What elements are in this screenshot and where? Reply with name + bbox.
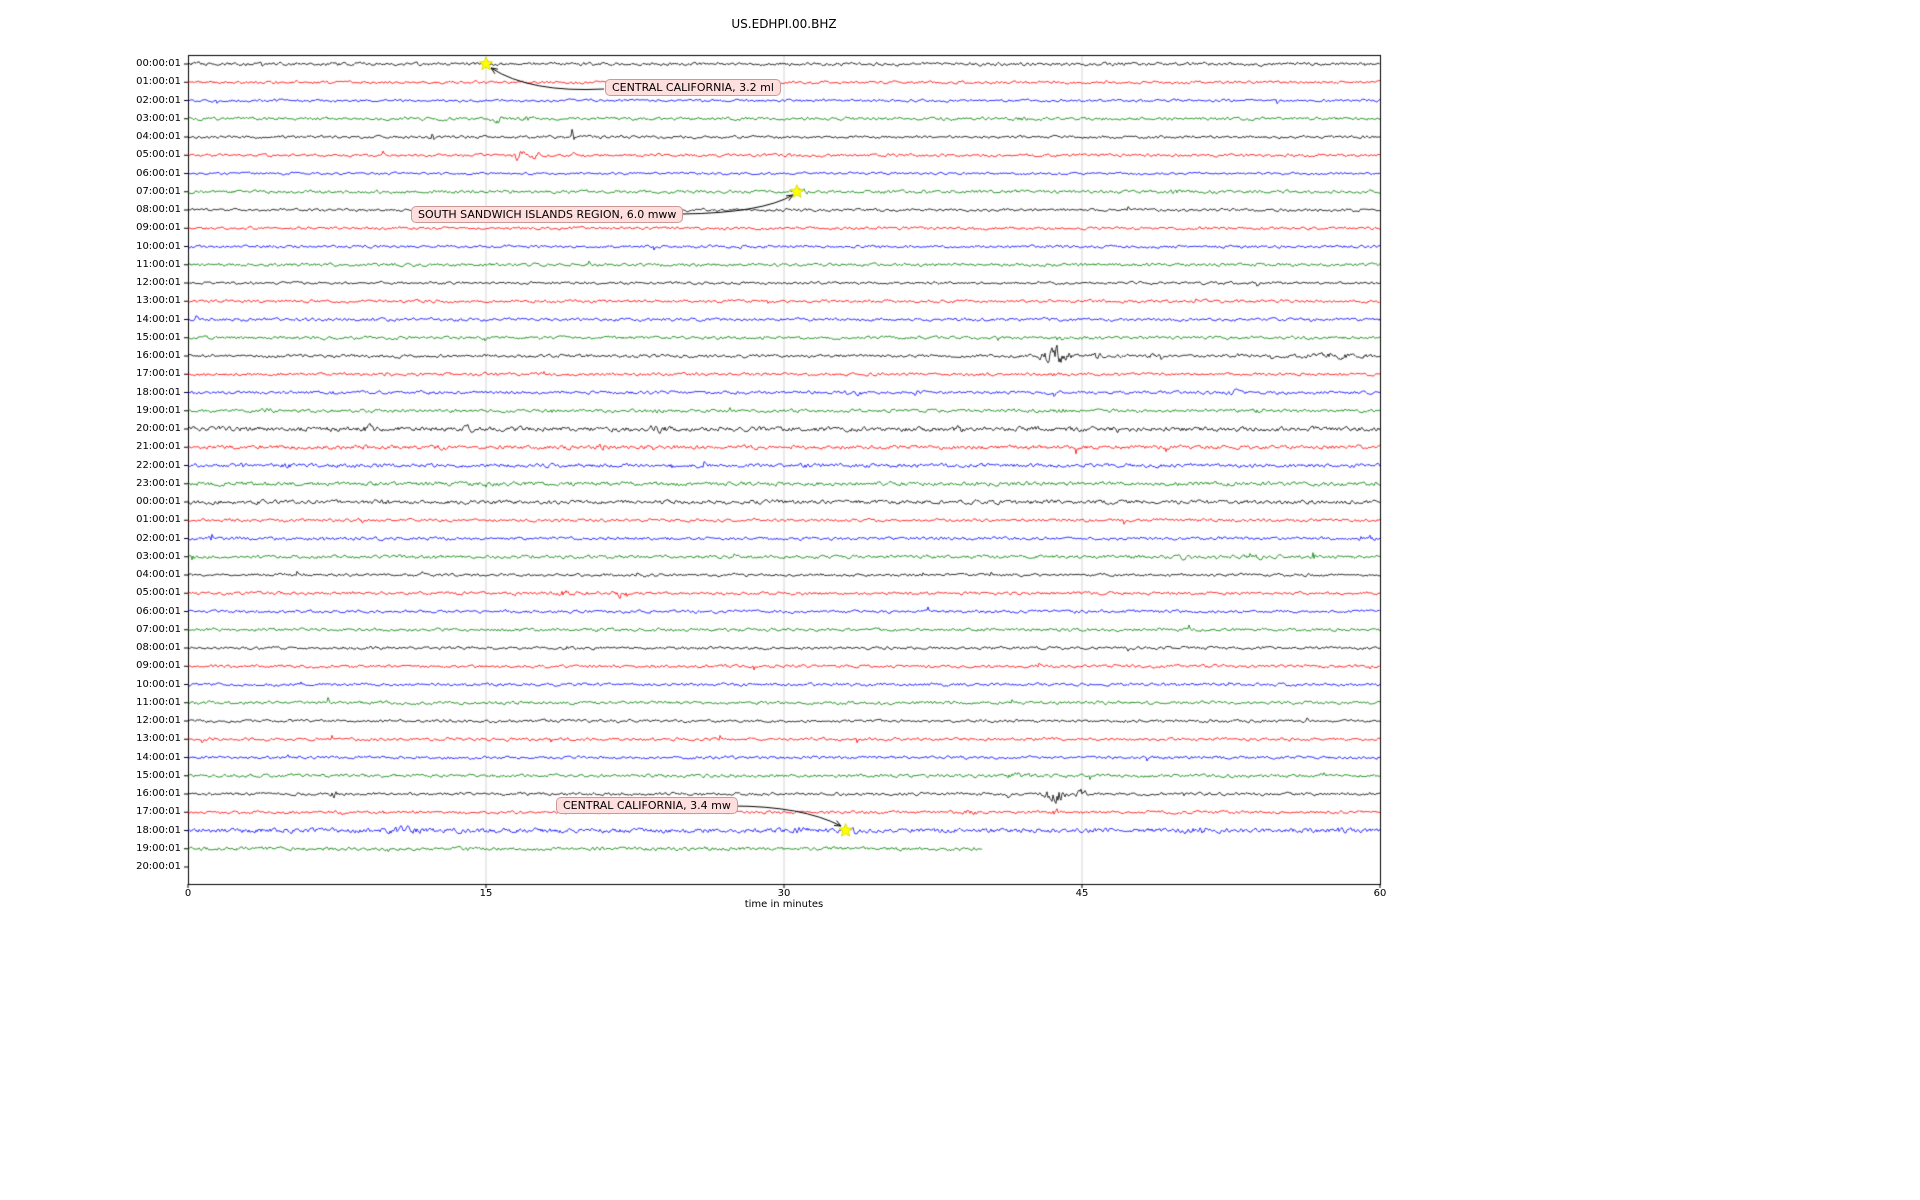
row-label: 08:00:01 bbox=[136, 204, 181, 215]
x-tick-label: 60 bbox=[1373, 888, 1387, 899]
row-label: 00:00:01 bbox=[136, 496, 181, 507]
row-label: 05:00:01 bbox=[136, 149, 181, 161]
row-label: 05:00:01 bbox=[136, 587, 181, 599]
row-label: 14:00:01 bbox=[136, 313, 181, 325]
row-label: 20:00:01 bbox=[136, 423, 181, 434]
row-label: 01:00:01 bbox=[136, 514, 181, 526]
row-label: 02:00:01 bbox=[136, 532, 181, 544]
row-label: 15:00:01 bbox=[136, 331, 181, 343]
row-label: 09:00:01 bbox=[136, 660, 181, 672]
event-annotation-central-california-32: CENTRAL CALIFORNIA, 3.2 ml bbox=[605, 79, 781, 96]
row-label: 03:00:01 bbox=[136, 550, 181, 562]
event-annotation-central-california-34: CENTRAL CALIFORNIA, 3.4 mw bbox=[556, 797, 738, 814]
row-label: 10:00:01 bbox=[136, 240, 181, 252]
row-label: 18:00:01 bbox=[136, 824, 181, 836]
row-label: 10:00:01 bbox=[136, 678, 181, 690]
row-label: 21:00:01 bbox=[136, 441, 181, 453]
row-label: 23:00:01 bbox=[136, 477, 181, 489]
row-label: 17:00:01 bbox=[136, 806, 181, 818]
row-label: 04:00:01 bbox=[136, 569, 181, 580]
row-label: 06:00:01 bbox=[136, 167, 181, 179]
row-label: 03:00:01 bbox=[136, 112, 181, 124]
row-label: 14:00:01 bbox=[136, 751, 181, 763]
row-label: 08:00:01 bbox=[136, 642, 181, 653]
row-label: 04:00:01 bbox=[136, 131, 181, 142]
row-label: 01:00:01 bbox=[136, 76, 181, 88]
x-axis-label: time in minutes bbox=[744, 899, 824, 910]
row-label: 22:00:01 bbox=[136, 459, 181, 471]
row-label: 18:00:01 bbox=[136, 386, 181, 398]
x-tick-label: 45 bbox=[1075, 888, 1089, 899]
x-tick-label: 30 bbox=[777, 888, 791, 899]
plot-title: US.EDHPI.00.BHZ bbox=[731, 17, 837, 31]
x-tick-label: 0 bbox=[184, 888, 192, 899]
row-label: 16:00:01 bbox=[136, 788, 181, 799]
row-label: 13:00:01 bbox=[136, 733, 181, 745]
row-label: 02:00:01 bbox=[136, 94, 181, 106]
row-label: 06:00:01 bbox=[136, 605, 181, 617]
row-label: 00:00:01 bbox=[136, 58, 181, 69]
row-label: 19:00:01 bbox=[136, 842, 181, 854]
row-label: 11:00:01 bbox=[136, 258, 181, 270]
row-label: 07:00:01 bbox=[136, 623, 181, 635]
row-label: 16:00:01 bbox=[136, 350, 181, 361]
row-label: 13:00:01 bbox=[136, 295, 181, 307]
row-label: 20:00:01 bbox=[136, 861, 181, 872]
row-label: 07:00:01 bbox=[136, 185, 181, 197]
row-label: 11:00:01 bbox=[136, 696, 181, 708]
row-label: 15:00:01 bbox=[136, 769, 181, 781]
row-label: 12:00:01 bbox=[136, 277, 181, 288]
x-tick-label: 15 bbox=[479, 888, 493, 899]
row-label: 19:00:01 bbox=[136, 404, 181, 416]
row-label: 12:00:01 bbox=[136, 715, 181, 726]
row-label: 17:00:01 bbox=[136, 368, 181, 380]
row-label: 09:00:01 bbox=[136, 222, 181, 234]
event-annotation-south-sandwich: SOUTH SANDWICH ISLANDS REGION, 6.0 mww bbox=[411, 206, 684, 223]
